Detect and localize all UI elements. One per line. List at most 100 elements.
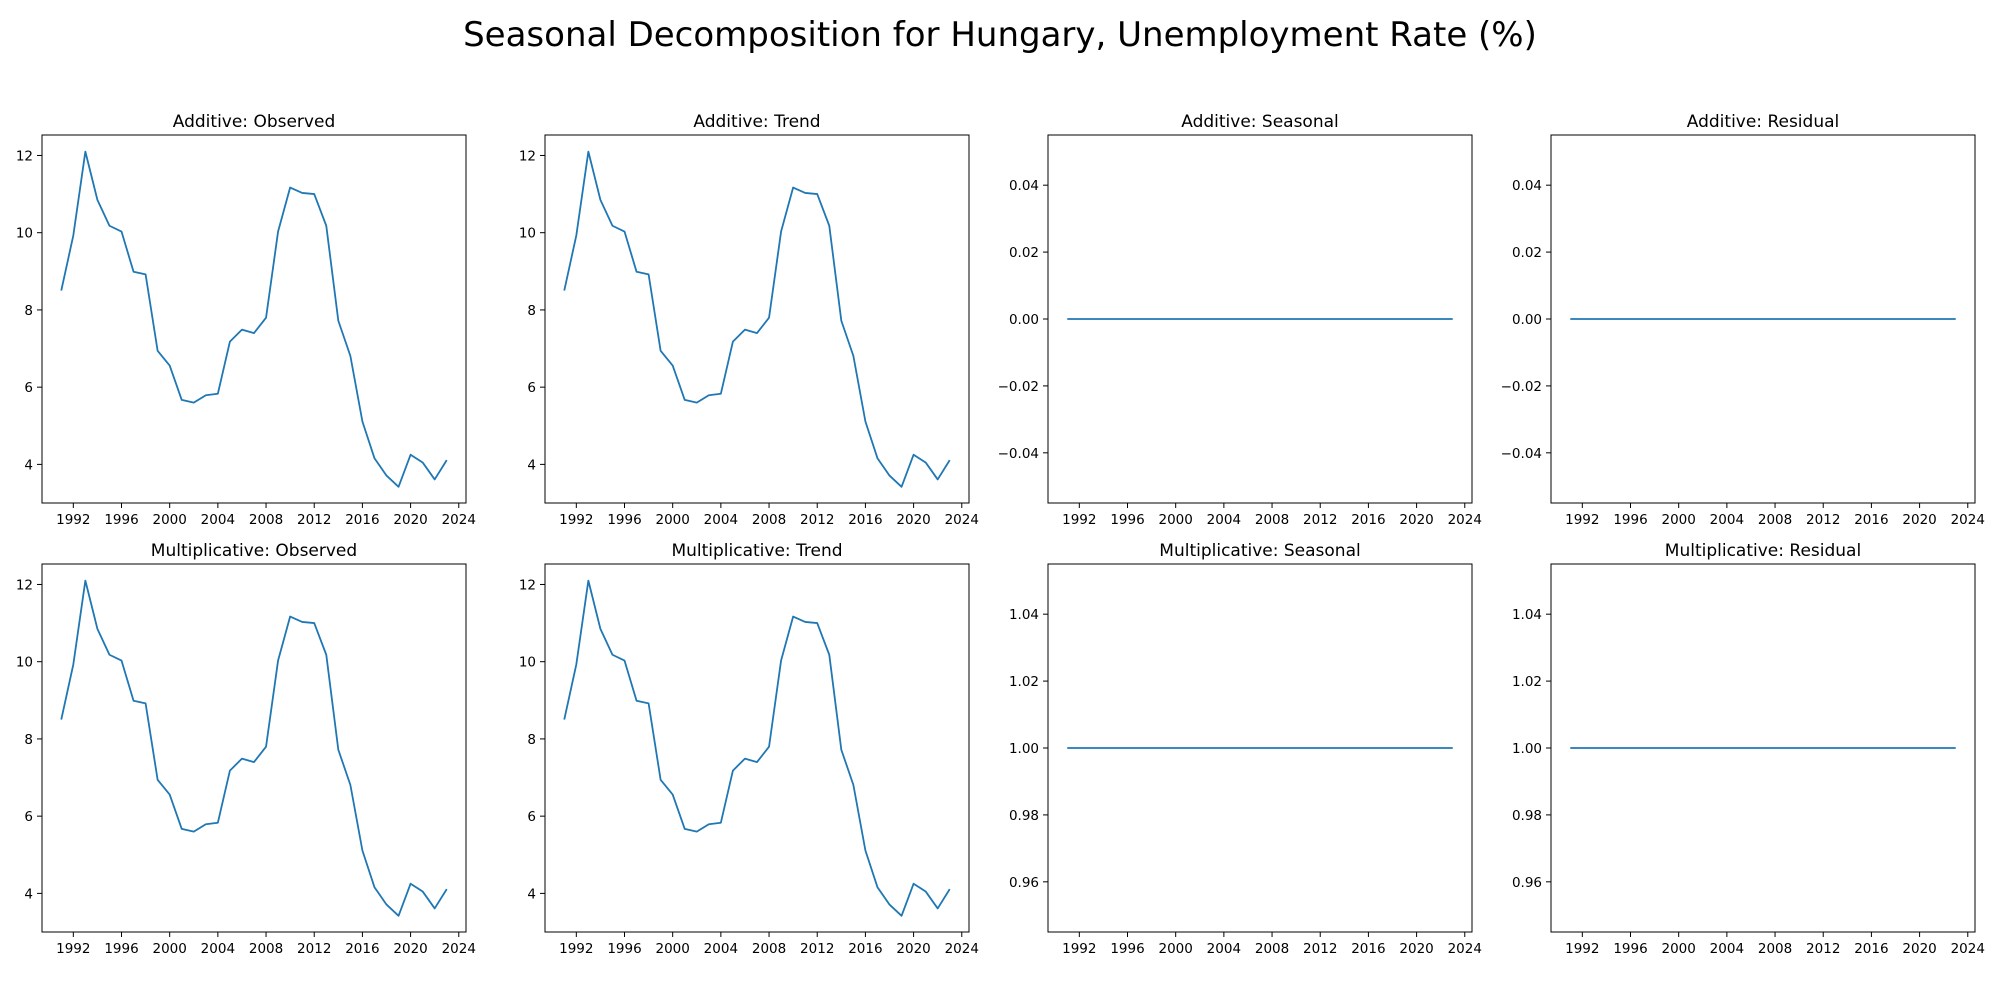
axes-frame [1047, 134, 1473, 504]
x-tick-label: 2008 [1255, 941, 1289, 957]
x-tick-label: 2008 [1255, 512, 1289, 528]
series-line [563, 150, 951, 488]
y-tick-label: 10 [16, 655, 33, 671]
x-tick-label: 1996 [1613, 941, 1647, 957]
x-tick-label: 1996 [104, 512, 138, 528]
y-tick-label: 0.02 [1009, 245, 1039, 261]
subplot-7: Multiplicative: Seasonal 1992 1996 2000 2004… [1009, 541, 1482, 957]
x-tick-label: 2008 [1758, 512, 1792, 528]
x-tick-label: 2000 [656, 512, 690, 528]
x-tick-label: 1996 [1110, 512, 1144, 528]
x-tick-label: 2012 [1806, 512, 1840, 528]
y-tick-label: 4 [24, 457, 33, 473]
subplot-title: Multiplicative: Seasonal [1159, 541, 1360, 561]
x-tick-label: 2020 [896, 941, 930, 957]
x-tick-label: 2004 [1207, 941, 1241, 957]
y-tick-label: 0.96 [1512, 875, 1542, 891]
y-tick-label: 0.98 [1009, 808, 1039, 824]
x-tick-label: 1996 [607, 512, 641, 528]
subplot-grid: Additive: Observed 1992 1996 2000 2004 2008 20… [16, 112, 1985, 957]
x-tick-label: 2016 [1854, 941, 1888, 957]
y-tick-label: 8 [527, 303, 536, 319]
y-tick-label: 10 [519, 226, 536, 242]
x-tick-label: 2008 [249, 941, 283, 957]
subplot-5: Multiplicative: Observed 1992 1996 2000 2004… [16, 541, 476, 957]
x-tick-label: 2016 [1351, 512, 1385, 528]
x-tick-label: 2012 [1806, 941, 1840, 957]
y-tick-label: 6 [24, 809, 33, 825]
y-tick-label: 10 [16, 226, 33, 242]
y-tick-label: 12 [16, 148, 33, 164]
x-tick-label: 2004 [1710, 512, 1744, 528]
x-tick-label: 1992 [56, 512, 90, 528]
subplot-8: Multiplicative: Residual 1992 1996 2000 2004… [1512, 541, 1985, 957]
x-tick-label: 2020 [393, 941, 427, 957]
x-tick-label: 1992 [1062, 512, 1096, 528]
y-tick-label: 4 [527, 457, 536, 473]
x-tick-label: 2024 [1448, 941, 1482, 957]
x-tick-label: 2012 [297, 941, 331, 957]
subplot-title: Additive: Residual [1687, 112, 1839, 132]
x-tick-label: 2004 [704, 512, 738, 528]
y-tick-label: 0.02 [1512, 245, 1542, 261]
x-tick-label: 1992 [559, 941, 593, 957]
x-tick-label: 2004 [704, 941, 738, 957]
y-tick-label: −0.02 [998, 379, 1039, 395]
x-tick-label: 2000 [1159, 512, 1193, 528]
x-tick-label: 2000 [153, 941, 187, 957]
y-tick-label: 1.00 [1512, 741, 1542, 757]
subplot-title: Multiplicative: Trend [671, 541, 842, 561]
y-tick-label: 1.00 [1009, 741, 1039, 757]
axes-frame [1550, 563, 1976, 933]
x-tick-label: 2008 [249, 512, 283, 528]
x-tick-label: 2012 [297, 512, 331, 528]
subplot-1: Additive: Observed 1992 1996 2000 2004 2008 20… [16, 112, 476, 528]
x-tick-label: 1996 [1110, 941, 1144, 957]
x-tick-label: 1992 [1565, 941, 1599, 957]
x-tick-label: 2016 [345, 941, 379, 957]
x-tick-label: 2024 [442, 512, 476, 528]
axes-frame [41, 563, 467, 933]
y-tick-label: 12 [519, 577, 536, 593]
x-tick-label: 2004 [1207, 512, 1241, 528]
x-tick-label: 2004 [1710, 941, 1744, 957]
y-tick-label: 8 [24, 732, 33, 748]
y-tick-label: 12 [16, 577, 33, 593]
x-tick-label: 2024 [945, 941, 979, 957]
x-tick-label: 2020 [1902, 941, 1936, 957]
y-tick-label: 0.98 [1512, 808, 1542, 824]
x-tick-label: 2000 [1662, 941, 1696, 957]
x-tick-label: 2008 [752, 941, 786, 957]
x-tick-label: 2004 [201, 941, 235, 957]
x-tick-label: 1996 [607, 941, 641, 957]
x-tick-label: 1996 [1613, 512, 1647, 528]
y-tick-label: −0.04 [1501, 446, 1542, 462]
axes-frame [1047, 563, 1473, 933]
y-tick-label: 8 [24, 303, 33, 319]
x-tick-label: 2000 [656, 941, 690, 957]
x-tick-label: 2020 [1902, 512, 1936, 528]
x-tick-label: 2012 [1303, 512, 1337, 528]
x-tick-label: 2000 [1159, 941, 1193, 957]
y-tick-label: 0.04 [1009, 178, 1039, 194]
x-tick-label: 2024 [1951, 941, 1985, 957]
x-tick-label: 2024 [1951, 512, 1985, 528]
y-tick-label: 4 [527, 886, 536, 902]
y-tick-label: 8 [527, 732, 536, 748]
x-tick-label: 2020 [1399, 941, 1433, 957]
subplot-title: Additive: Seasonal [1181, 112, 1339, 132]
y-tick-label: 0.00 [1009, 312, 1039, 328]
series-line [563, 579, 951, 917]
x-tick-label: 2024 [1448, 512, 1482, 528]
axes-frame [544, 134, 970, 504]
axes-frame [41, 134, 467, 504]
x-tick-label: 2016 [848, 512, 882, 528]
y-tick-label: 4 [24, 886, 33, 902]
subplot-2: Additive: Trend 1992 1996 2000 2004 2008 2012 2… [519, 112, 979, 528]
x-tick-label: 1996 [104, 941, 138, 957]
x-tick-label: 2000 [1662, 512, 1696, 528]
figure-title: Seasonal Decomposition for Hungary, Unem… [463, 15, 1537, 55]
x-tick-label: 2012 [800, 941, 834, 957]
x-tick-label: 2016 [345, 512, 379, 528]
